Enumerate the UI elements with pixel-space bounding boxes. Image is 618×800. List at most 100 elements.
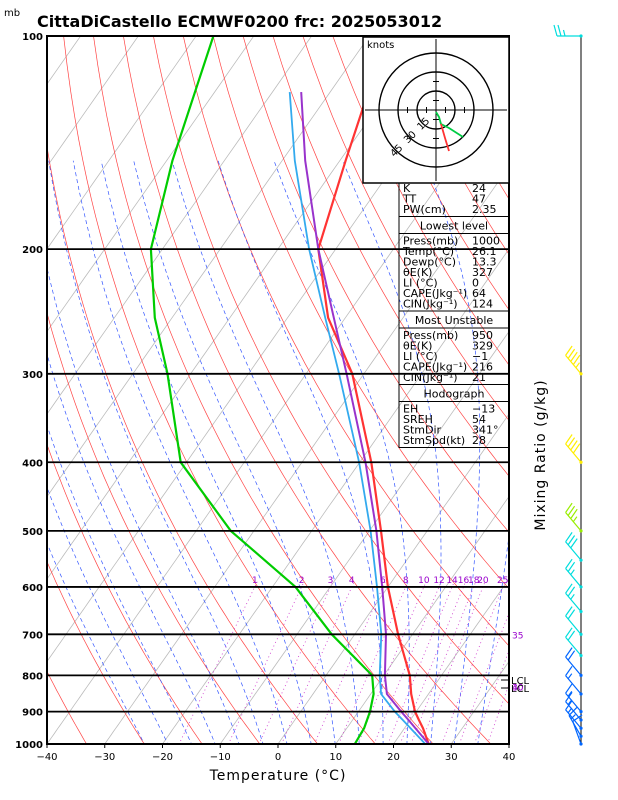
series-parcel-line — [300, 92, 430, 744]
wind-barb-dot — [579, 734, 583, 738]
mixing-ratio-line — [441, 581, 506, 744]
mixing-ratio-tick-label: 1 — [252, 576, 258, 586]
wind-barb-dot — [579, 609, 583, 614]
wind-barb-dot — [579, 692, 583, 696]
index-table: K 24 TT 47 PW(cm) 2.35 Lowest level Press(mb) 10… — [398, 182, 510, 448]
mixing-ratio-tick-label: 20 — [477, 576, 489, 586]
pressure-tick-label: 500 — [22, 527, 43, 538]
isotherm-line — [335, 495, 509, 744]
index-name: StmSpd(kt) — [403, 434, 465, 447]
mixing-ratio-tick-label: 16 — [458, 576, 470, 586]
index-name: CAPE(Jkg⁻¹) — [403, 287, 467, 300]
x-tick-label: −20 — [152, 752, 173, 763]
mixing-ratio-line — [473, 649, 509, 744]
mixing-ratio-tick-label: 8 — [403, 576, 409, 586]
dry-adiabat-line — [302, 36, 509, 421]
mixing-ratio-tick-label: 6 — [380, 576, 386, 586]
index-name: Press(mb) — [403, 329, 458, 342]
wind-barb — [565, 583, 582, 612]
x-tick-label: 20 — [387, 752, 400, 763]
pressure-tick-label: 400 — [22, 458, 43, 469]
x-tick-label: 40 — [503, 752, 516, 763]
x-tick-label: −10 — [210, 752, 231, 763]
isotherm-line — [393, 578, 509, 744]
index-value: 54 — [472, 413, 486, 426]
x-tick-label: 0 — [275, 752, 281, 763]
dry-adiabat-line — [47, 144, 319, 744]
mixing-ratio-tick-label: 14 — [446, 576, 458, 586]
mixing-ratio-line — [178, 581, 258, 744]
mixing-ratio-tick-label: 3 — [328, 576, 334, 586]
series-dewpoint-line — [149, 36, 375, 744]
index-value: 327 — [472, 266, 493, 279]
index-name: θE(K) — [403, 266, 432, 279]
dry-adiabat-line — [212, 36, 509, 590]
index-value: 24 — [472, 182, 486, 195]
wind-barb-dot — [579, 718, 583, 722]
wind-barb-dot — [579, 726, 583, 730]
index-value: 64 — [472, 287, 486, 300]
mixing-ratio-tick-label: 10 — [418, 576, 430, 586]
wind-barb-dot — [579, 558, 583, 562]
pressure-tick-label: 800 — [22, 671, 43, 682]
wind-barb-dot — [579, 632, 583, 636]
wind-barb-dot — [579, 460, 583, 464]
dry-adiabat-line — [153, 36, 509, 705]
mixing-ratio-label: Mixing Ratio (g/kg) — [533, 379, 549, 530]
dry-adiabat-line — [182, 36, 509, 647]
index-name: Press(mb) — [403, 235, 458, 248]
index-name: StmDir — [403, 424, 442, 437]
index-value: 329 — [472, 340, 493, 353]
index-name: PW(cm) — [403, 203, 446, 216]
wind-barb — [565, 532, 582, 561]
index-value: 1000 — [472, 235, 500, 248]
wind-barb-dot — [579, 710, 583, 714]
index-name: LI (°C) — [403, 277, 438, 290]
isotherm-line — [47, 36, 370, 498]
chart-title: CittaDiCastello ECMWF0200 frc: 202505301… — [37, 12, 442, 31]
isotherm-line — [104, 165, 509, 744]
index-box — [398, 384, 510, 448]
pressure-tick-label: 1000 — [15, 740, 43, 751]
wind-barb — [553, 24, 581, 37]
dry-adiabat-line — [47, 311, 261, 744]
x-tick-label: 30 — [445, 752, 458, 763]
mixing-ratio-tick-label: 35 — [512, 631, 523, 641]
wind-barb — [565, 627, 582, 656]
index-value: 47 — [472, 193, 486, 206]
index-value: 2.35 — [472, 203, 497, 216]
mixing-ratio-line — [487, 683, 509, 744]
mixing-ratio-tick-label: 2 — [299, 576, 305, 586]
wind-barb — [565, 606, 582, 635]
lcl-label: LCL — [511, 684, 530, 695]
isotherm-line — [450, 660, 509, 744]
index-section-heading: Most Unstable — [415, 314, 494, 327]
dry-adiabat-line — [272, 36, 509, 477]
mixing-ratio-tick-label: 25 — [497, 576, 508, 586]
index-name: LI (°C) — [403, 350, 438, 363]
index-name: CIN(Jkg⁻¹) — [403, 298, 458, 311]
wind-barb-dot — [579, 742, 583, 746]
index-name: Dewp(°C) — [403, 256, 456, 269]
dry-adiabat-line — [242, 36, 509, 533]
dry-adiabat-line — [123, 36, 492, 744]
pressure-tick-label: 900 — [22, 708, 43, 719]
index-name: Temp(°C) — [402, 245, 454, 258]
isotherm-line — [47, 36, 428, 580]
dry-adiabat-line — [47, 443, 203, 744]
dry-adiabat-line — [93, 36, 434, 744]
index-value: −13 — [472, 403, 495, 416]
index-name: θE(K) — [403, 340, 432, 353]
wind-barb-dot — [579, 585, 583, 589]
dry-adiabat-line — [47, 670, 88, 744]
mixing-ratio-tick-label: 18 — [468, 576, 480, 586]
wind-barb — [565, 434, 582, 463]
isotherm-line — [162, 248, 509, 744]
series-virtual-parcel-line — [288, 92, 426, 744]
wind-barb-dot — [579, 372, 583, 376]
wind-barb-dot — [579, 653, 583, 658]
index-value: 341° — [472, 424, 499, 437]
wind-barb — [565, 647, 582, 676]
wind-barb — [565, 345, 582, 375]
